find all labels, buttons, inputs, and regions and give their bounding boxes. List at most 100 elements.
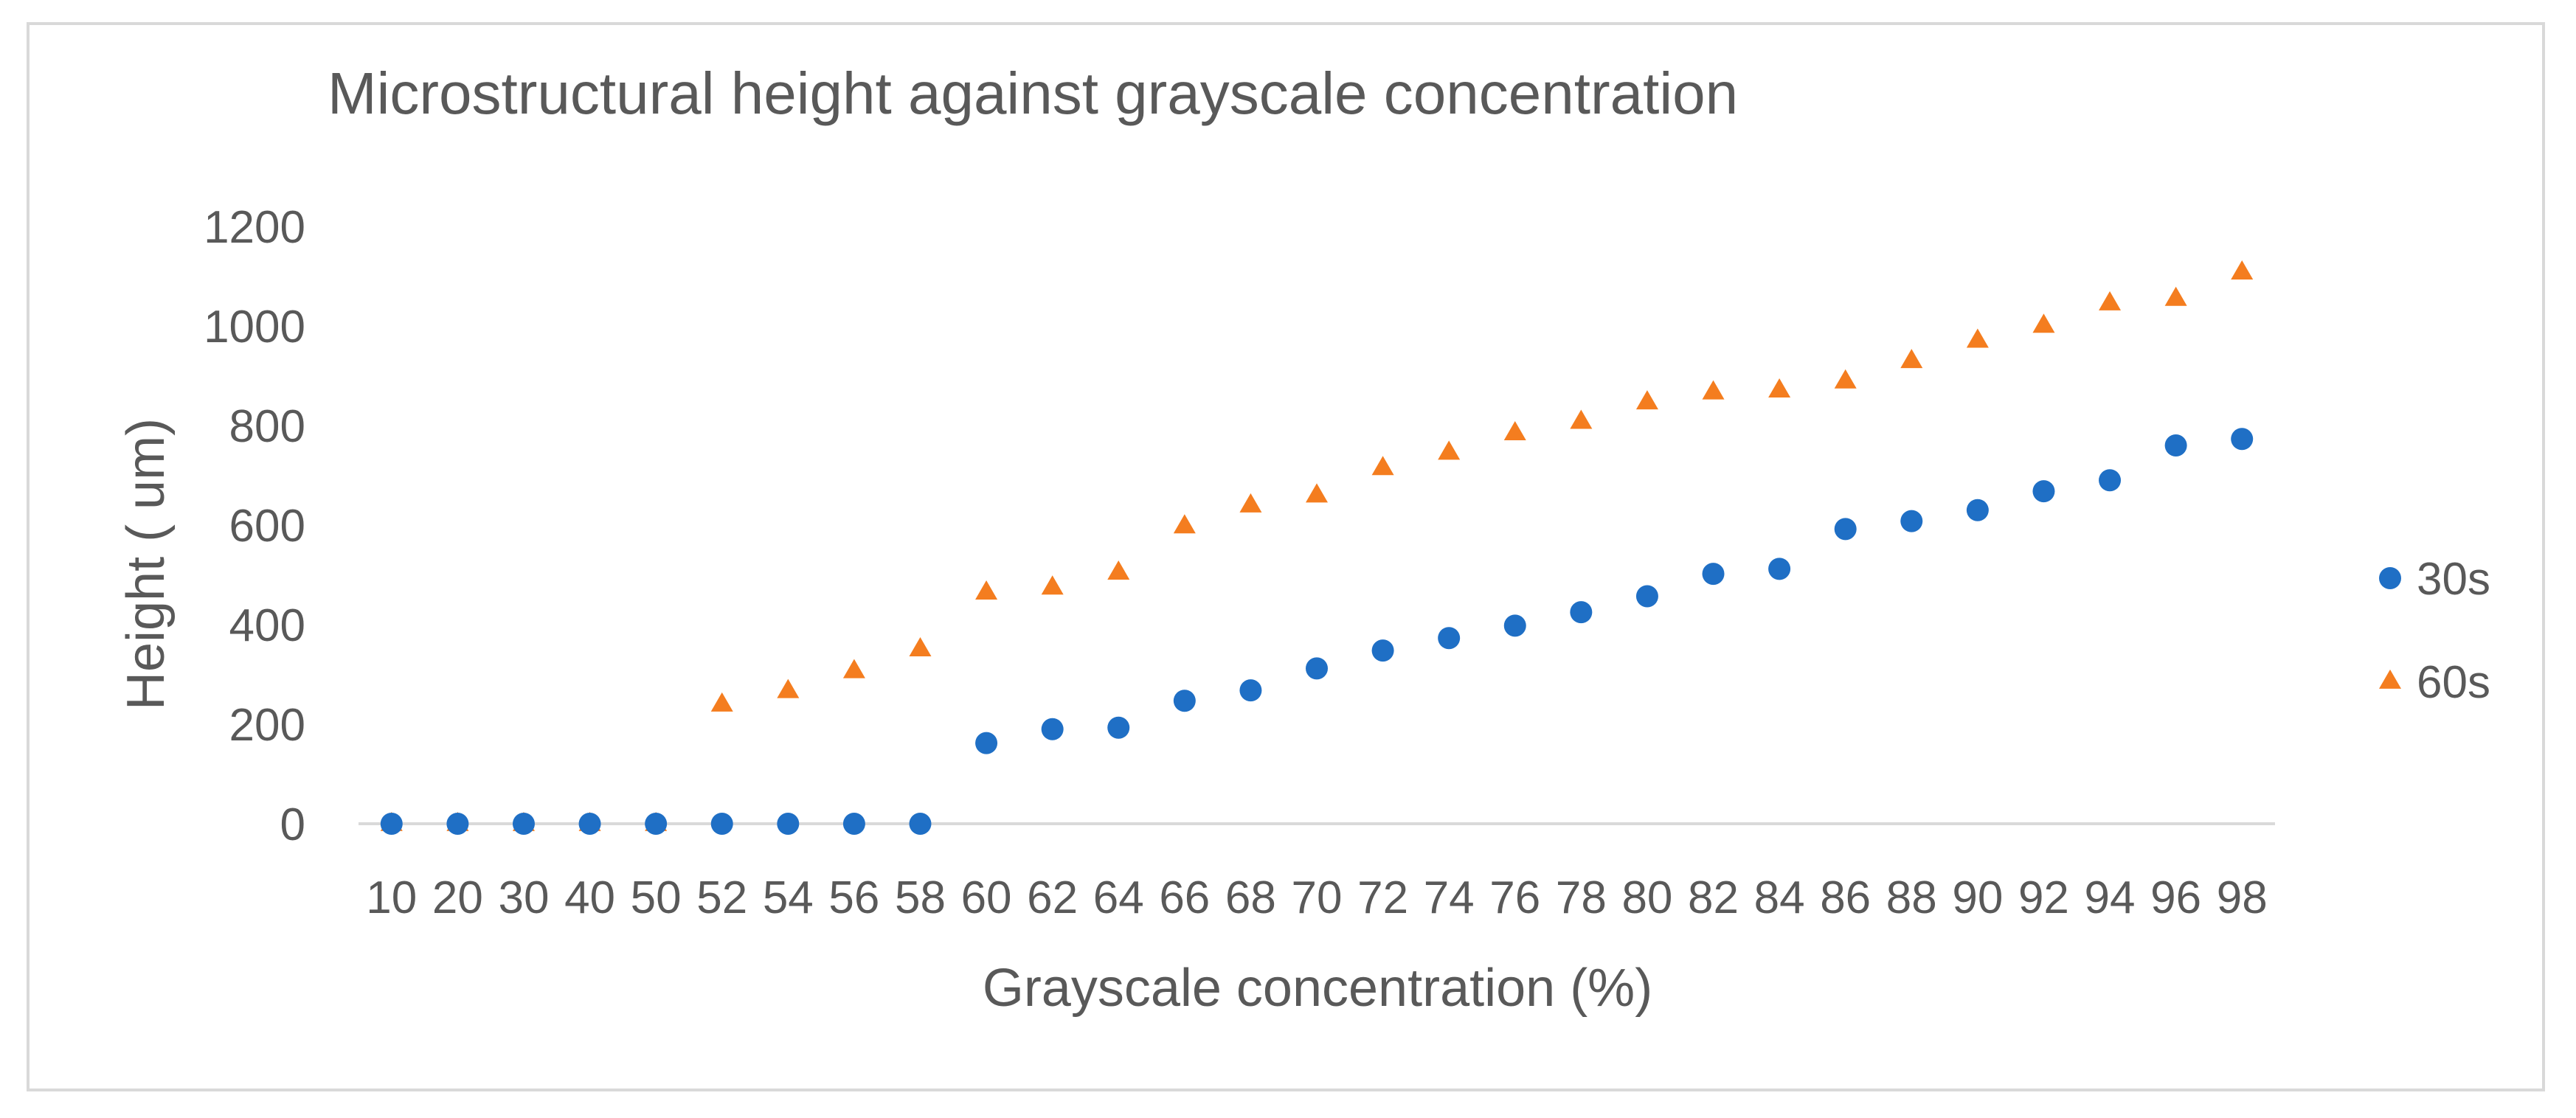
legend-label: 30s (2417, 554, 2490, 605)
data-point-60s (1438, 440, 1461, 460)
data-point-60s (1306, 483, 1328, 503)
x-tick-label: 20 (432, 872, 483, 923)
legend: 30s 60s (2379, 554, 2490, 708)
y-tick-label: 200 (229, 700, 305, 751)
y-tick-label: 800 (229, 401, 305, 452)
y-tick-label: 600 (229, 501, 305, 552)
data-point-60s (1173, 514, 1196, 534)
chart-title: Microstructural height against grayscale… (328, 60, 1738, 126)
data-point-60s (2032, 313, 2055, 333)
data-point-30s (1768, 558, 1791, 580)
x-tick-label: 60 (961, 872, 1012, 923)
data-point-30s (1239, 679, 1262, 702)
x-tick-label: 74 (1424, 872, 1475, 923)
data-point-60s (1768, 378, 1791, 397)
data-point-30s (1107, 716, 1130, 739)
data-point-30s (446, 813, 469, 835)
x-tick-label: 62 (1027, 872, 1078, 923)
data-point-60s (1371, 456, 1394, 476)
x-tick-label: 98 (2217, 872, 2268, 923)
y-tick-labels: 0 200 400 600 800 1000 1200 (204, 202, 305, 850)
data-point-30s (842, 813, 865, 835)
data-point-60s (1239, 493, 1262, 513)
series-60s (380, 260, 2254, 831)
y-tick-label: 0 (280, 799, 305, 850)
data-point-30s (1702, 563, 1725, 586)
data-point-30s (1503, 614, 1526, 637)
x-tick-label: 88 (1886, 872, 1937, 923)
data-point-60s (1900, 349, 1923, 369)
legend-label: 60s (2417, 657, 2490, 708)
data-point-30s (2231, 428, 2254, 451)
data-point-30s (380, 813, 403, 835)
legend-marker-30s (2379, 567, 2401, 589)
data-point-30s (2099, 469, 2122, 492)
x-tick-label: 40 (564, 872, 615, 923)
y-axis-title: Height ( um) (117, 418, 176, 710)
x-tick-label: 54 (763, 872, 814, 923)
data-point-30s (1635, 585, 1658, 608)
data-point-30s (2032, 480, 2055, 503)
data-point-30s (1306, 657, 1328, 680)
x-axis-title: Grayscale concentration (%) (983, 959, 1652, 1018)
data-point-60s (1834, 369, 1857, 389)
x-tick-label: 76 (1489, 872, 1540, 923)
data-point-60s (1107, 560, 1130, 580)
data-point-60s (2231, 260, 2254, 280)
data-point-60s (1702, 380, 1725, 400)
data-point-30s (512, 813, 535, 835)
x-tick-label: 72 (1357, 872, 1408, 923)
x-tick-label: 30 (498, 872, 549, 923)
series-30s (380, 428, 2254, 835)
data-point-60s (1503, 421, 1526, 441)
x-tick-label: 70 (1292, 872, 1343, 923)
data-point-60s (909, 636, 932, 656)
x-tick-label: 82 (1688, 872, 1739, 923)
data-point-60s (777, 678, 800, 698)
x-tick-label: 86 (1820, 872, 1871, 923)
data-point-30s (645, 813, 668, 835)
x-tick-label: 66 (1159, 872, 1210, 923)
data-point-60s (1041, 575, 1064, 595)
data-point-30s (710, 813, 733, 835)
data-point-30s (1173, 690, 1196, 712)
x-tick-label: 56 (828, 872, 879, 923)
data-points (380, 260, 2254, 835)
x-tick-label: 92 (2018, 872, 2069, 923)
x-tick-label: 78 (1556, 872, 1607, 923)
y-tick-label: 400 (229, 600, 305, 651)
y-tick-label: 1000 (204, 302, 305, 353)
data-point-60s (2164, 286, 2187, 306)
x-tick-label: 84 (1754, 872, 1805, 923)
data-point-60s (1570, 409, 1593, 429)
y-tick-label: 1200 (204, 202, 305, 253)
data-point-60s (2099, 291, 2122, 310)
data-point-30s (1966, 499, 1989, 521)
data-point-30s (1041, 718, 1064, 740)
x-tick-label: 10 (366, 872, 417, 923)
data-point-30s (1438, 627, 1461, 650)
data-point-60s (975, 580, 998, 600)
chart-frame (27, 22, 2545, 1091)
x-tick-label: 68 (1225, 872, 1276, 923)
data-point-30s (1570, 601, 1593, 624)
data-point-60s (710, 692, 733, 712)
x-tick-labels: 10 20 30 40 50 52 54 56 58 60 62 64 66 68 70 72 74 76 78 80… (366, 872, 2267, 923)
data-point-30s (909, 813, 932, 835)
data-point-30s (2164, 434, 2187, 456)
x-tick-label: 64 (1093, 872, 1144, 923)
data-point-30s (1834, 518, 1857, 541)
data-point-60s (1635, 390, 1658, 410)
x-tick-label: 90 (1952, 872, 2003, 923)
data-point-30s (578, 813, 601, 835)
x-tick-label: 50 (631, 872, 682, 923)
legend-marker-60s (2379, 669, 2401, 689)
data-point-30s (1900, 510, 1923, 532)
x-tick-label: 52 (696, 872, 747, 923)
data-point-30s (1371, 639, 1394, 662)
data-point-30s (777, 813, 800, 835)
x-tick-label: 96 (2150, 872, 2201, 923)
data-point-60s (842, 659, 865, 678)
x-tick-label: 94 (2085, 872, 2136, 923)
